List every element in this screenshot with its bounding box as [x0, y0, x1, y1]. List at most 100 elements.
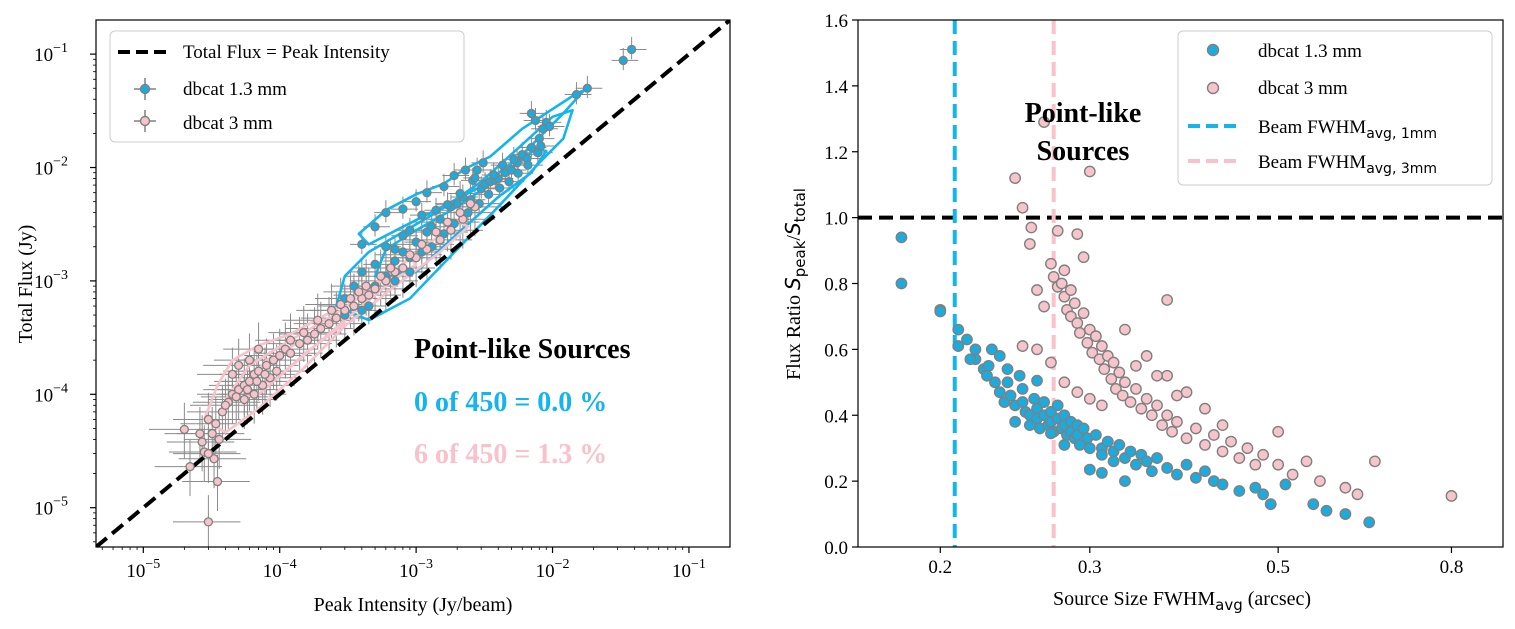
- right-point-s1-44: [1156, 419, 1169, 432]
- right-legend-beam-3mm-label: Beam FWHMavg, 3mm: [1258, 152, 1437, 177]
- right-point-s1-80: [1216, 419, 1229, 432]
- right-point-s1-23: [1081, 336, 1094, 349]
- right-point-s0-88: [1083, 463, 1096, 476]
- right-point-s1-55: [1233, 452, 1246, 464]
- left-y-axis-label: Total Flux (Jy): [15, 225, 37, 344]
- right-point-s1-54: [1225, 435, 1237, 448]
- right-point-s1-26: [1086, 346, 1099, 359]
- left-point-s1-6: [195, 428, 205, 439]
- left-point-s1-32: [370, 284, 380, 294]
- legend-3mm-swatch: [134, 110, 156, 132]
- right-y-tick-label-4: 0.8: [824, 275, 848, 296]
- left-point-s0-39: [470, 173, 480, 183]
- left-point-s0-78: [497, 160, 508, 170]
- left-x-tick-label-4: 10−1: [672, 557, 706, 582]
- left-point-s0-54: [390, 276, 400, 286]
- right-y-tick-label-1: 0.2: [824, 472, 848, 493]
- left-point-s1-52: [231, 392, 241, 402]
- left-point-s0-62: [483, 189, 494, 199]
- right-point-s0-51: [1089, 429, 1102, 441]
- right-point-s0-78: [1320, 504, 1333, 517]
- right-point-s0-74: [1257, 488, 1270, 501]
- right-y-axis-label: Flux Ratio Speak/Stotal: [781, 188, 809, 380]
- left-panel-flux-vs-peak: 10−5 10−4 10−3 10−2 10−1 10−510−410−310−210−…: [15, 19, 731, 616]
- right-point-s1-62: [1300, 455, 1313, 468]
- right-point-s0-76: [1279, 478, 1292, 491]
- left-point-s1-51: [220, 400, 231, 410]
- right-point-s1-61: [1286, 468, 1299, 481]
- left-point-s1-0: [203, 517, 214, 527]
- right-point-s1-78: [1180, 386, 1193, 399]
- right-point-s1-27: [1089, 330, 1102, 343]
- right-x-ticks: 0.2 0.3 0.5 0.8: [928, 547, 1463, 578]
- right-point-s0-73: [1249, 481, 1262, 494]
- left-point-s0-51: [460, 165, 471, 175]
- right-point-s0-82: [1095, 466, 1108, 479]
- right-point-s1-35: [1113, 366, 1126, 379]
- left-point-s0-73: [526, 108, 537, 119]
- right-x-tick-label-0: 0.2: [928, 557, 952, 578]
- left-point-s1-38: [435, 235, 445, 245]
- left-point-s1-73: [214, 434, 224, 445]
- right-point-s0-87: [981, 369, 993, 382]
- left-point-s1-22: [294, 338, 305, 349]
- left-point-s1-53: [242, 384, 253, 395]
- right-point-s0-85: [993, 350, 1006, 362]
- legend-3mm-label: dbcat 3 mm: [183, 113, 273, 134]
- right-point-s0-67: [1180, 458, 1193, 471]
- right-point-s0-66: [1171, 468, 1183, 481]
- right-point-s1-20: [1073, 327, 1086, 339]
- right-point-s0-53: [1095, 448, 1108, 461]
- right-point-s0-16: [1001, 376, 1014, 389]
- left-point-s1-63: [361, 281, 371, 291]
- left-point-s0-33: [398, 231, 408, 241]
- right-point-s1-68: [1016, 340, 1029, 352]
- left-point-s1-61: [345, 293, 356, 304]
- left-data-points: [179, 44, 637, 527]
- right-point-s0-60: [1130, 458, 1142, 471]
- left-point-s0-44: [370, 222, 380, 232]
- right-point-s0-21: [1016, 382, 1029, 395]
- right-y-tick-label-7: 1.4: [824, 77, 848, 98]
- left-point-s1-59: [326, 305, 337, 315]
- right-annotation-point-like: Point-like: [1025, 98, 1142, 129]
- right-point-s0-84: [1031, 374, 1043, 387]
- right-y-tick-label-8: 1.6: [824, 11, 848, 32]
- left-point-s0-66: [523, 160, 533, 170]
- left-point-s1-5: [179, 424, 190, 435]
- right-point-s0-48: [1077, 422, 1090, 435]
- right-point-s0-81: [1119, 475, 1131, 488]
- right-point-s1-59: [1272, 425, 1285, 438]
- left-point-s1-70: [455, 207, 465, 218]
- left-point-s1-25: [316, 323, 326, 334]
- right-point-s0-7: [969, 343, 982, 356]
- left-point-s1-24: [309, 329, 320, 339]
- left-point-s1-50: [272, 366, 282, 376]
- right-point-s0-3: [934, 305, 947, 318]
- right-point-s1-38: [1124, 396, 1137, 408]
- right-y-ticks: 0.0 0.2 0.4 0.6 0.8 1.0 1.2 1.4 1.6: [824, 11, 858, 559]
- left-point-s0-42: [405, 225, 415, 235]
- left-y-tick-label-2: 10−3: [34, 268, 68, 293]
- left-point-s0-50: [449, 170, 459, 181]
- right-point-s1-17: [1068, 297, 1081, 310]
- right-point-s1-58: [1257, 448, 1270, 461]
- left-y-tick-label-0: 10−5: [34, 495, 68, 520]
- left-point-s0-0: [357, 305, 367, 315]
- legend-reference-line-label: Total Flux = Peak Intensity: [183, 42, 390, 63]
- right-point-s1-40: [1135, 402, 1148, 415]
- right-point-s1-22: [1077, 307, 1090, 320]
- left-point-s0-46: [398, 204, 408, 214]
- right-point-s1-51: [1199, 438, 1211, 451]
- left-point-s1-27: [331, 313, 341, 323]
- right-point-s0-17: [1004, 389, 1017, 402]
- right-point-s1-74: [1095, 399, 1108, 412]
- left-y-tick-label-4: 10−1: [34, 41, 68, 66]
- right-point-s1-65: [1351, 488, 1364, 501]
- right-point-s0-0: [895, 231, 908, 244]
- left-plot-area: [96, 20, 730, 547]
- left-point-s1-1: [212, 476, 223, 487]
- right-x-tick-label-1: 0.3: [1078, 557, 1102, 578]
- right-point-s0-80: [1363, 516, 1376, 529]
- right-point-s1-29: [1095, 340, 1108, 352]
